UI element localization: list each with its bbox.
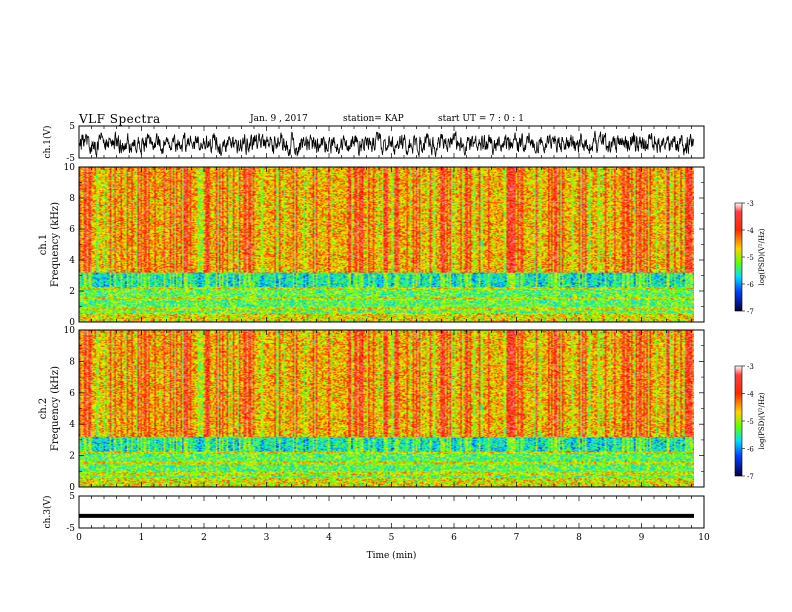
ch1-spectrogram-heatmap-cells xyxy=(79,167,694,322)
ch1-spectrogram-colorbar-label: log(PSD)(V²/Hz) xyxy=(758,228,766,285)
ch3-waveform-y-tick-label: -5 xyxy=(66,524,75,534)
ch2-spectrogram-y-tick-label: 8 xyxy=(69,357,75,367)
x-tick-label: 8 xyxy=(576,533,582,543)
x-tick-label: 1 xyxy=(139,533,145,543)
ch3-waveform-y-axis-label: ch.3(V) xyxy=(42,496,53,529)
x-axis-label: Time (min) xyxy=(367,550,417,561)
ch2-spectrogram-y-tick-label: 2 xyxy=(69,452,75,462)
x-tick-label: 10 xyxy=(698,533,710,543)
ch1-spectrogram-colorbar xyxy=(734,202,743,312)
chart-title: VLF Spectra xyxy=(79,112,161,126)
ch1-waveform-y-axis-label: ch.1(V) xyxy=(42,126,53,159)
ch1-spectrogram-y-tick-label: 8 xyxy=(69,194,75,204)
header-station: station= KAP xyxy=(343,114,404,124)
ch2-spectrogram-colorbar-tick-label: -6 xyxy=(747,446,754,454)
ch2-spectrogram-y-tick-label: 4 xyxy=(69,420,75,430)
ch2-spectrogram-y-tick-label: 10 xyxy=(64,326,76,336)
ch1-spectrogram-colorbar-tick-label: -7 xyxy=(747,308,754,316)
ch1-spectrogram-y-tick-label: 2 xyxy=(69,287,75,297)
ch2-spectrogram-heatmap-cells xyxy=(79,330,694,487)
ch2-spectrogram-colorbar-tick-label: -3 xyxy=(747,363,754,371)
ch1-spectrogram-colorbar-tick-label: -5 xyxy=(747,254,754,262)
ch2-spectrogram-colorbar-tick-label: -4 xyxy=(747,391,754,399)
ch2-spectrogram-y-axis-label: Frequency (kHz) xyxy=(50,366,61,451)
x-tick-label: 9 xyxy=(639,533,645,543)
ch1-spectrogram-colorbar-tick-label: -6 xyxy=(747,281,754,289)
ch2-spectrogram-colorbar-label: log(PSD)(V²/Hz) xyxy=(758,392,766,449)
ch1-waveform-trace xyxy=(78,130,694,158)
ch2-spectrogram-channel-label: ch.2 xyxy=(38,398,49,420)
ch1-spectrogram-y-axis-label: Frequency (kHz) xyxy=(50,202,61,287)
ch1-waveform-y-tick-label: -5 xyxy=(66,154,75,164)
x-tick-label: 0 xyxy=(76,533,82,543)
x-tick-label: 4 xyxy=(326,533,332,543)
ch2-spectrogram-colorbar xyxy=(734,365,743,477)
ch1-spectrogram-colorbar-tick-label: -3 xyxy=(747,200,754,208)
ch2-spectrogram-colorbar-tick-label: -7 xyxy=(747,473,754,481)
ch1-waveform-y-tick-label: 5 xyxy=(69,122,75,132)
x-tick-label: 3 xyxy=(264,533,270,543)
ch1-spectrogram-y-tick-label: 6 xyxy=(69,225,75,235)
x-tick-label: 6 xyxy=(451,533,457,543)
x-tick-label: 5 xyxy=(389,533,395,543)
ch1-spectrogram-y-tick-label: 4 xyxy=(69,256,75,266)
ch3-waveform-y-tick-label: 5 xyxy=(69,492,75,502)
x-tick-label: 7 xyxy=(514,533,520,543)
ch1-spectrogram-colorbar-tick-label: -4 xyxy=(747,227,754,235)
ch1-spectrogram-y-tick-label: 0 xyxy=(69,318,75,328)
ch2-spectrogram-y-tick-label: 6 xyxy=(69,389,75,399)
x-tick-label: 2 xyxy=(201,533,207,543)
ch1-spectrogram-y-tick-label: 10 xyxy=(64,163,76,173)
ch1-spectrogram-channel-label: ch.1 xyxy=(38,234,49,256)
ch2-spectrogram-y-tick-label: 0 xyxy=(69,483,75,493)
header-start-time: start UT = 7 : 0 : 1 xyxy=(438,114,524,124)
header-date: Jan. 9 , 2017 xyxy=(250,114,308,124)
ch2-spectrogram-colorbar-tick-label: -5 xyxy=(747,418,754,426)
